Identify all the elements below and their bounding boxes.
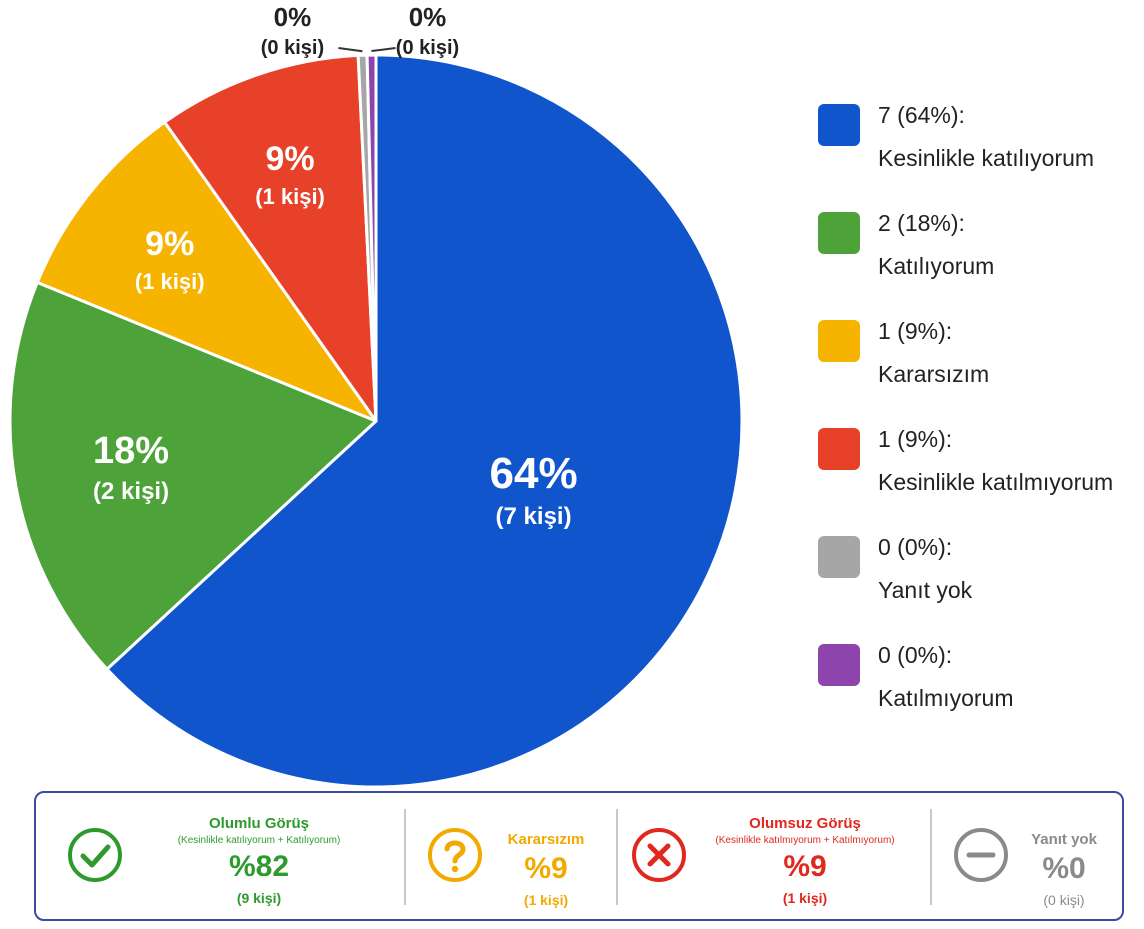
legend-label: Katılıyorum <box>878 253 995 279</box>
legend-label: Katılmıyorum <box>878 685 1014 711</box>
legend-label: Kesinlikle katılıyorum <box>878 145 1095 171</box>
legend-item-kesinlikle-katiliyorum: 7 (64%): Kesinlikle katılıyorum <box>818 100 1138 208</box>
summary-negative: Olumsuz Görüş (Kesinlikle katılmıyorum +… <box>618 793 930 919</box>
slice-count-label: (1 kişi) <box>255 184 325 209</box>
summary-none-count: (0 kişi) <box>1043 892 1085 908</box>
pie-slice <box>365 53 378 423</box>
pie-slice <box>35 120 378 423</box>
legend-item-kesinlikle-katilmiyorum: 1 (9%): Kesinlikle katılmıyorum <box>818 424 1138 532</box>
legend-swatch <box>818 104 860 146</box>
slice-count-label: (7 kişi) <box>496 503 572 530</box>
summary-negative-title: Olumsuz Görüş <box>749 815 861 832</box>
legend-swatch <box>818 212 860 254</box>
slice-count-label: (1 kişi) <box>135 269 205 294</box>
legend-swatch <box>818 644 860 686</box>
legend-swatch <box>818 536 860 578</box>
legend-item-katilmiyorum: 0 (0%): Katılmıyorum <box>818 640 1138 748</box>
summary-none-value: %0 <box>1042 852 1086 885</box>
summary-divider <box>616 809 618 905</box>
legend-value: 1 (9%): <box>878 318 953 344</box>
legend-label: Kesinlikle katılmıyorum <box>878 469 1114 495</box>
summary-positive-value: %82 <box>228 850 290 883</box>
legend-label: Kararsızım <box>878 361 990 387</box>
slice-count-label: (0 kişi) <box>261 37 324 59</box>
summary-neutral-title: Kararsızım <box>507 831 585 848</box>
summary-panel: Olumlu Görüş (Kesinlikle katılıyorum + K… <box>34 791 1124 921</box>
leader-line <box>338 47 363 53</box>
legend-label: Yanıt yok <box>878 577 973 603</box>
legend-value: 0 (0%): <box>878 534 953 560</box>
legend-item-kararsizim: 1 (9%): Kararsızım <box>818 316 1138 424</box>
summary-neutral-value: %9 <box>524 852 568 885</box>
legend-item-yanit-yok: 0 (0%): Yanıt yok <box>818 532 1138 640</box>
legend-item-katiliyorum: 2 (18%): Katılıyorum <box>818 208 1138 316</box>
summary-positive-subtitle: (Kesinlikle katılıyorum + Katılıyorum) <box>177 835 341 846</box>
x-circle-icon <box>632 828 686 882</box>
legend-swatch <box>818 428 860 470</box>
summary-none-title: Yanıt yok <box>1031 831 1097 848</box>
legend-swatch <box>818 320 860 362</box>
slice-percent-label: 18% <box>93 430 169 472</box>
summary-negative-subtitle: (Kesinlikle katılmıyorum + Katılmıyorum) <box>715 835 895 846</box>
summary-negative-count: (1 kişi) <box>782 890 828 906</box>
slice-percent-label: 0% <box>409 2 447 32</box>
minus-circle-icon <box>954 828 1008 882</box>
check-circle-icon <box>68 828 122 882</box>
leader-line <box>371 47 396 53</box>
summary-positive-title: Olumlu Görüş <box>208 815 309 832</box>
slice-percent-label: 9% <box>145 225 194 263</box>
slice-count-label: (2 kişi) <box>93 478 169 505</box>
legend: 7 (64%): Kesinlikle katılıyorum 2 (18%):… <box>818 100 1138 748</box>
summary-neutral: Kararsızım %9 (1 kişi) <box>406 793 616 919</box>
pie-chart: 64% (7 kişi) 18% (2 kişi) 9% (1 kişi) 9% (1 kiş… <box>8 2 744 789</box>
slice-percent-label: 0% <box>274 2 312 32</box>
summary-positive-count: (9 kişi) <box>236 890 282 906</box>
summary-neutral-count: (1 kişi) <box>523 892 569 908</box>
question-circle-icon <box>428 828 482 882</box>
legend-value: 0 (0%): <box>878 642 953 668</box>
slice-count-label: (0 kişi) <box>396 37 459 59</box>
slice-percent-label: 9% <box>265 140 314 178</box>
slice-percent-label: 64% <box>490 449 578 498</box>
pie-slice <box>163 53 378 423</box>
summary-positive: Olumlu Görüş (Kesinlikle katılıyorum + K… <box>36 793 404 919</box>
summary-none: Yanıt yok %0 (0 kişi) <box>932 793 1122 919</box>
summary-divider <box>404 809 406 905</box>
legend-value: 1 (9%): <box>878 426 953 452</box>
summary-negative-value: %9 <box>783 850 827 883</box>
pie-slice <box>8 280 378 671</box>
legend-value: 2 (18%): <box>878 210 965 236</box>
legend-value: 7 (64%): <box>878 102 965 128</box>
summary-divider <box>930 809 932 905</box>
pie-slice <box>105 53 744 789</box>
